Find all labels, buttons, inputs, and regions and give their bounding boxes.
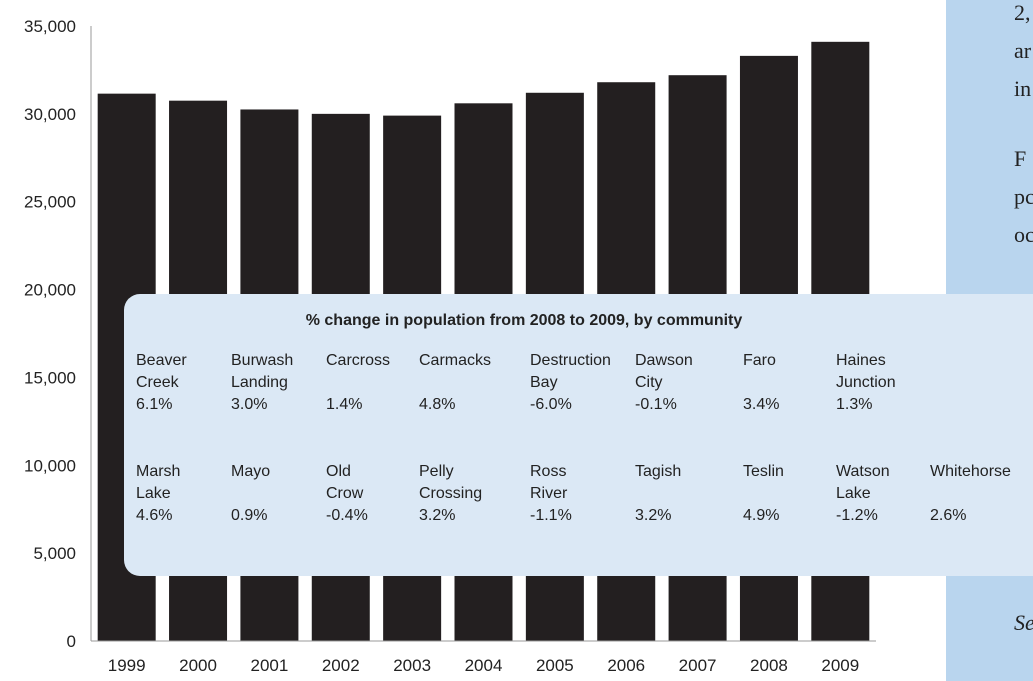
community-name: Carcross bbox=[326, 352, 391, 369]
community-change-value: 6.1% bbox=[136, 396, 173, 413]
community-cell: Old Crow -0.4% bbox=[326, 461, 368, 527]
community-change-value: 1.3% bbox=[836, 396, 873, 413]
community-name: Tagish bbox=[635, 463, 682, 480]
community-name: Burwash bbox=[231, 352, 294, 369]
x-tick-label: 2005 bbox=[536, 656, 574, 675]
community-name: Mayo bbox=[231, 463, 271, 480]
side-text: Se bbox=[1014, 610, 1033, 635]
community-name: Watson bbox=[836, 463, 890, 480]
community-change-value: 3.0% bbox=[231, 396, 268, 413]
community-name: Whitehorse bbox=[930, 463, 1011, 480]
community-cell: Beaver Creek 6.1% bbox=[136, 350, 187, 416]
inset-title: % change in population from 2008 to 2009… bbox=[305, 312, 743, 329]
community-name: Teslin bbox=[743, 463, 784, 480]
community-cell: Whitehorse 2.6% bbox=[930, 461, 1011, 527]
community-name: Haines bbox=[836, 352, 886, 369]
community-name: Crow bbox=[326, 485, 364, 502]
community-change-value: 1.4% bbox=[326, 396, 363, 413]
community-name: Crossing bbox=[419, 485, 483, 502]
community-cell: Ross River -1.1% bbox=[530, 461, 572, 527]
x-tick-label: 2003 bbox=[393, 656, 431, 675]
side-text: pc bbox=[1014, 184, 1033, 209]
side-text: oc bbox=[1014, 222, 1033, 247]
x-tick-label: 2002 bbox=[322, 656, 360, 675]
community-change-value: 3.2% bbox=[635, 507, 672, 524]
y-tick-label: 15,000 bbox=[24, 368, 76, 387]
community-name: Creek bbox=[136, 374, 179, 391]
community-change-inset: % change in population from 2008 to 2009… bbox=[124, 294, 1033, 576]
x-tick-label: 2001 bbox=[250, 656, 288, 675]
community-change-value: 0.9% bbox=[231, 507, 268, 524]
community-name: River bbox=[530, 485, 568, 502]
community-cell: Burwash Landing 3.0% bbox=[231, 350, 293, 416]
community-name: Landing bbox=[231, 374, 288, 391]
community-name: Destruction bbox=[530, 352, 611, 369]
x-tick-label: 2009 bbox=[821, 656, 859, 675]
y-tick-label: 0 bbox=[67, 632, 76, 651]
community-change-value: -6.0% bbox=[530, 396, 572, 413]
community-name: Faro bbox=[743, 352, 776, 369]
community-name bbox=[743, 483, 784, 505]
community-name: Bay bbox=[530, 374, 558, 391]
community-change-value: 4.6% bbox=[136, 507, 173, 524]
side-text: ar bbox=[1014, 38, 1032, 63]
community-cell: Carcross 1.4% bbox=[326, 350, 390, 416]
community-name: Beaver bbox=[136, 352, 187, 369]
y-tick-label: 10,000 bbox=[24, 456, 76, 475]
community-name bbox=[743, 372, 779, 394]
community-cell: Carmacks 4.8% bbox=[419, 350, 491, 416]
y-tick-label: 30,000 bbox=[24, 105, 76, 124]
y-axis: 0 5,000 10,000 15,000 20,000 25,000 30,000 35,0… bbox=[24, 17, 92, 651]
community-name: City bbox=[635, 374, 663, 391]
community-name: Old bbox=[326, 463, 351, 480]
y-tick-label: 35,000 bbox=[24, 17, 76, 36]
community-change-value: 3.4% bbox=[743, 396, 780, 413]
community-name: Pelly bbox=[419, 463, 454, 480]
y-tick-label: 5,000 bbox=[33, 544, 76, 563]
x-tick-label: 1999 bbox=[108, 656, 146, 675]
community-name bbox=[635, 483, 681, 505]
community-name: Carmacks bbox=[419, 352, 492, 369]
community-cell: Marsh Lake 4.6% bbox=[136, 461, 180, 527]
community-change-value: 3.2% bbox=[419, 507, 456, 524]
community-name: Marsh bbox=[136, 463, 181, 480]
community-name: Ross bbox=[530, 463, 567, 480]
community-name: Lake bbox=[136, 485, 171, 502]
x-tick-label: 2000 bbox=[179, 656, 217, 675]
community-name bbox=[231, 483, 270, 505]
x-axis: 1999 2000 2001 2002 2003 2004 2005 2006 2007 2008… bbox=[91, 640, 876, 675]
community-change-value: -1.1% bbox=[530, 507, 572, 524]
side-text: in bbox=[1014, 76, 1032, 101]
x-tick-label: 2004 bbox=[465, 656, 503, 675]
community-name: Lake bbox=[836, 485, 871, 502]
community-name: Junction bbox=[836, 374, 896, 391]
community-change-value: 2.6% bbox=[930, 507, 967, 524]
community-name bbox=[419, 372, 491, 394]
community-cell: Pelly Crossing 3.2% bbox=[419, 461, 482, 527]
community-cell: Haines Junction 1.3% bbox=[836, 350, 896, 416]
community-name bbox=[326, 372, 390, 394]
community-cell: Faro 3.4% bbox=[743, 350, 779, 416]
community-change-value: -0.1% bbox=[635, 396, 677, 413]
community-cell: Watson Lake -1.2% bbox=[836, 461, 890, 527]
community-cell: Tagish 3.2% bbox=[635, 461, 681, 527]
community-change-value: 4.8% bbox=[419, 396, 456, 413]
side-text: 2, bbox=[1014, 0, 1031, 25]
side-text: F bbox=[1014, 146, 1027, 171]
x-tick-label: 2006 bbox=[607, 656, 645, 675]
community-cell: Teslin 4.9% bbox=[743, 461, 784, 527]
community-change-value: -0.4% bbox=[326, 507, 368, 524]
y-tick-label: 25,000 bbox=[24, 193, 76, 212]
community-name bbox=[930, 483, 1011, 505]
community-change-value: 4.9% bbox=[743, 507, 780, 524]
community-cell: Mayo 0.9% bbox=[231, 461, 270, 527]
community-cell: Destruction Bay -6.0% bbox=[530, 350, 611, 416]
community-cell: Dawson City -0.1% bbox=[635, 350, 693, 416]
y-tick-label: 20,000 bbox=[24, 281, 76, 300]
x-tick-label: 2007 bbox=[679, 656, 717, 675]
community-name: Dawson bbox=[635, 352, 693, 369]
community-change-value: -1.2% bbox=[836, 507, 878, 524]
x-tick-label: 2008 bbox=[750, 656, 788, 675]
